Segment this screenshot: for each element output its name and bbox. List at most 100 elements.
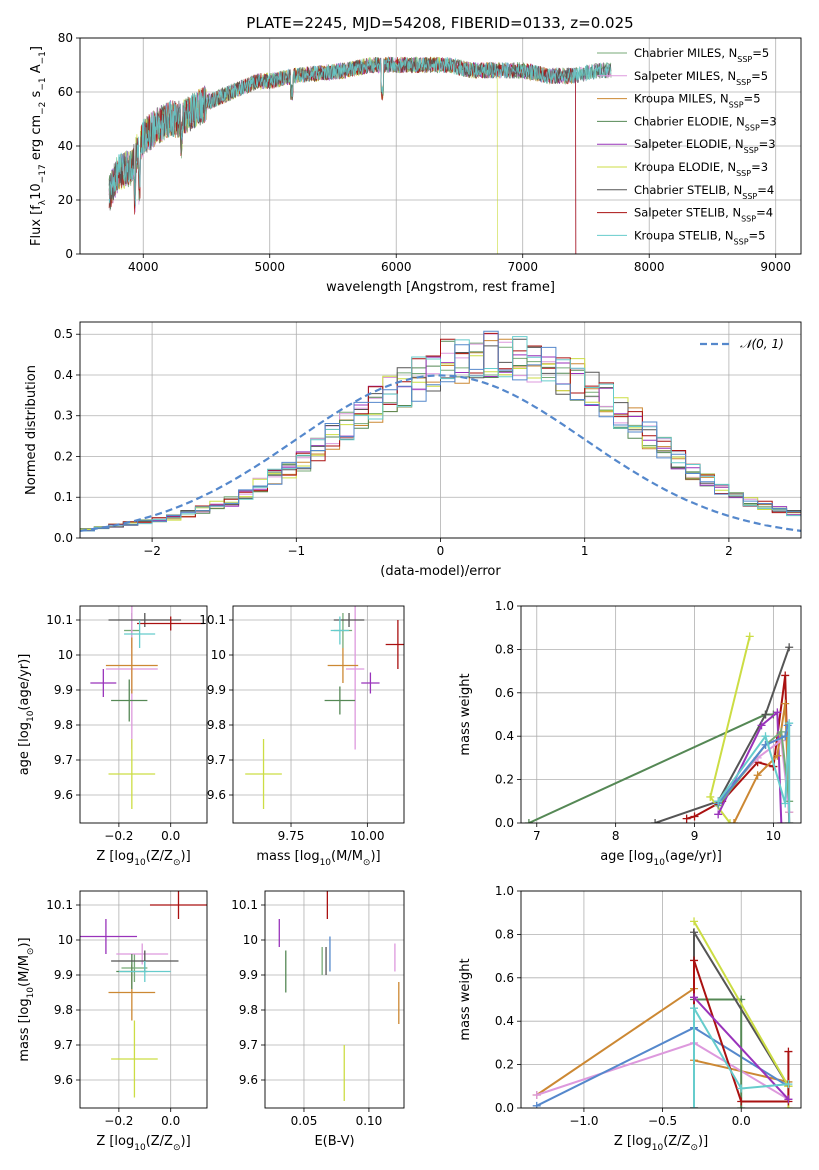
axes-frame (79, 890, 208, 1109)
weight-marker (784, 1095, 793, 1104)
y-tick-label: 10 (58, 648, 73, 662)
weight-marker (690, 928, 699, 937)
weight-marker (777, 819, 786, 823)
x-axis-label: wavelength [Angstrom, rest frame] (326, 280, 555, 295)
label-fragment: mass [log (256, 849, 319, 864)
label-fragment: erg cm (29, 115, 44, 164)
y-axis-label: age [log10(age/yr)] (17, 654, 36, 776)
label-fragment: age [log (600, 849, 653, 864)
y-tick-label: 9.7 (54, 1038, 73, 1052)
legend-entry: Chabrier STELIB, NSSP=4 (634, 183, 774, 201)
y-tick-label: 9.6 (207, 788, 226, 802)
legend-nssp-value: 5 (761, 69, 768, 83)
legend-nssp-prefix: , N (720, 160, 736, 174)
x-tick-label: −1.0 (569, 1114, 598, 1128)
y-tick-label: 0.1 (54, 490, 73, 504)
legend-nssp-value: 3 (769, 114, 776, 128)
y-tick-label: 0.0 (495, 816, 514, 830)
label-fragment: −17 (38, 164, 48, 183)
label-fragment: A (29, 64, 44, 77)
weight-marker (785, 819, 794, 823)
legend-nssp-value: 3 (761, 160, 768, 174)
label-fragment: mass [log (17, 998, 32, 1061)
legend-nssp-sub: SSP (742, 191, 757, 200)
legend-entry: Kroupa STELIB, NSSP=5 (634, 228, 766, 246)
label-fragment: 10 (652, 1143, 664, 1153)
weight-marker (785, 719, 794, 728)
legend-nssp-prefix: , N (729, 114, 745, 128)
x-axis-label: mass [log10(M/M⊙)] (256, 849, 380, 868)
weight-marker (761, 732, 770, 741)
legend-entry: Kroupa ELODIE, NSSP=3 (634, 160, 768, 178)
label-fragment: Z [log (96, 1134, 134, 1149)
x-tick-label: 4000 (128, 260, 159, 274)
y-tick-label: 80 (58, 31, 73, 45)
legend-model: Salpeter ELODIE (634, 137, 728, 151)
legend-model: Chabrier ELODIE (634, 114, 729, 128)
weight-marker (737, 1084, 746, 1093)
y-tick-label: 20 (58, 193, 73, 207)
y-tick-label: 0.8 (495, 927, 514, 941)
weight-marker (690, 812, 699, 821)
weight-marker (714, 797, 723, 806)
legend-model: Chabrier MILES (634, 46, 721, 60)
y-tick-label: 10 (58, 933, 73, 947)
label-fragment: (Z/Z (663, 1134, 690, 1149)
weight-marker (781, 699, 790, 708)
y-tick-label: 9.9 (207, 683, 226, 697)
x-tick-label: 0.0 (161, 1114, 180, 1128)
y-axis-label: Flux [fλ10−17 erg cm−2 s−1 A−1] (29, 46, 48, 246)
x-tick-label: −0.2 (104, 1114, 133, 1128)
y-tick-label: 9.9 (239, 968, 258, 982)
y-tick-label: 0.4 (54, 368, 73, 382)
legend-model: Salpeter MILES (634, 69, 720, 83)
label-fragment: Z [log (96, 849, 134, 864)
x-tick-label: 0.05 (291, 1114, 318, 1128)
legend-nssp-value: 5 (762, 46, 769, 60)
y-tick-label: 9.7 (239, 1038, 258, 1052)
label-fragment: 10 (653, 858, 665, 868)
weight-line (654, 646, 791, 823)
label-fragment: (age/yr)] (17, 654, 32, 711)
weight-marker (729, 819, 738, 823)
legend-entry: Chabrier ELODIE, NSSP=3 (634, 114, 777, 131)
x-tick-label: 5000 (254, 260, 285, 274)
y-tick-label: 9.9 (54, 683, 73, 697)
weight-marker (524, 819, 533, 823)
label-fragment: 10 (26, 987, 36, 999)
panel-mass-vs-ebv: 0.05 0.10 9.6 9.7 9.8 9.9 10 10.1 E(B-V) (231, 890, 405, 1149)
axes-frame (520, 605, 802, 824)
y-tick-label: 0.2 (495, 773, 514, 787)
weight-marker (532, 1101, 541, 1108)
x-tick-label: 1 (581, 544, 589, 558)
y-tick-label: 1.0 (495, 884, 514, 898)
weight-marker (690, 1104, 699, 1108)
label-fragment: )] (181, 1134, 191, 1149)
legend-eq: = (756, 206, 766, 220)
label-fragment: ⊙ (363, 858, 371, 868)
label-fragment: ⊙ (26, 948, 36, 956)
label-fragment: −2 (38, 102, 48, 115)
legend-nssp-value: 4 (767, 183, 774, 197)
x-axis-label: Z [log10(Z/Z⊙)] (96, 1134, 190, 1153)
legend-entry: Chabrier MILES, NSSP=5 (634, 46, 769, 64)
histogram-step (80, 330, 801, 538)
y-axis-label: mass [log10(M/M⊙)] (17, 937, 36, 1061)
legend-model: Chabrier STELIB (634, 183, 726, 197)
label-fragment: ⊙ (690, 1143, 698, 1153)
y-tick-label: 9.6 (239, 1073, 258, 1087)
x-tick-label: 10.00 (350, 829, 384, 843)
gaussian-curve (80, 374, 801, 532)
weight-marker (781, 799, 790, 808)
legend-nssp-value: 5 (753, 92, 760, 106)
label-fragment: ⊙ (173, 858, 181, 868)
axes-frame (232, 605, 405, 824)
label-fragment: (age/yr)] (665, 849, 722, 864)
legend-eq: = (751, 69, 761, 83)
weight-marker (773, 708, 782, 717)
y-tick-label: 0.5 (54, 327, 73, 341)
y-tick-label: 10 (243, 933, 258, 947)
